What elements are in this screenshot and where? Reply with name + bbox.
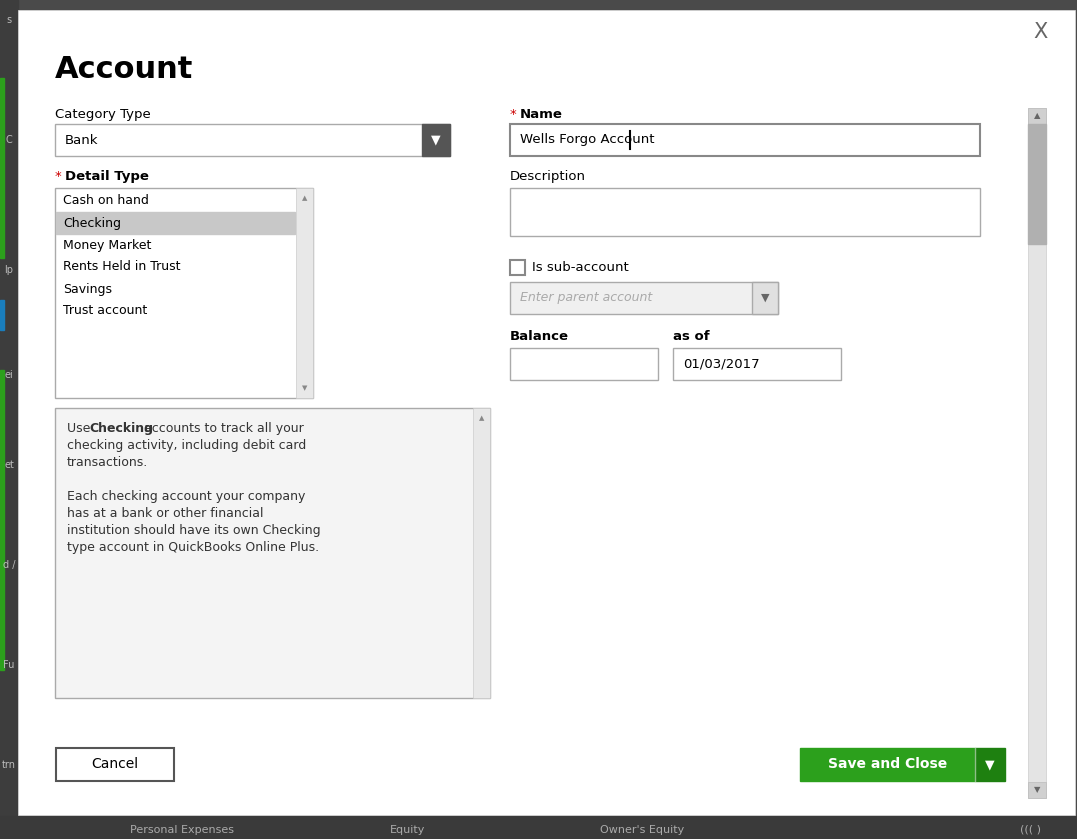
Text: Savings: Savings bbox=[62, 283, 112, 295]
Text: ▼: ▼ bbox=[302, 385, 307, 391]
Text: Use: Use bbox=[67, 422, 95, 435]
Text: s: s bbox=[6, 15, 12, 25]
Bar bbox=[752, 282, 778, 314]
Text: Description: Description bbox=[510, 170, 586, 183]
Text: Money Market: Money Market bbox=[62, 238, 152, 252]
Text: ▼: ▼ bbox=[760, 293, 769, 303]
Text: Fu: Fu bbox=[3, 660, 15, 670]
Bar bbox=[422, 124, 450, 156]
Text: Checking: Checking bbox=[89, 422, 153, 435]
Text: Wells Forgo Account: Wells Forgo Account bbox=[520, 133, 655, 147]
Text: Personal Expenses: Personal Expenses bbox=[130, 825, 234, 835]
Bar bbox=[0, 816, 1077, 839]
Text: Each checking account your company: Each checking account your company bbox=[67, 490, 306, 503]
Bar bbox=[510, 282, 778, 314]
Text: ▼: ▼ bbox=[431, 133, 440, 147]
Bar bbox=[510, 260, 524, 275]
Text: checking activity, including debit card: checking activity, including debit card bbox=[67, 439, 306, 452]
Text: *: * bbox=[510, 108, 521, 121]
Text: ((( ): ((( ) bbox=[1020, 825, 1041, 835]
Bar bbox=[510, 124, 980, 156]
Text: Name: Name bbox=[520, 108, 563, 121]
Text: ▼: ▼ bbox=[985, 758, 995, 771]
Text: Checking: Checking bbox=[62, 216, 121, 230]
Text: d /: d / bbox=[3, 560, 15, 570]
Text: Is sub-account: Is sub-account bbox=[532, 261, 629, 274]
Bar bbox=[800, 748, 975, 781]
Bar bbox=[55, 188, 313, 398]
Text: Cancel: Cancel bbox=[92, 758, 139, 772]
Text: *: * bbox=[55, 170, 66, 183]
Bar bbox=[673, 348, 841, 380]
Text: has at a bank or other financial: has at a bank or other financial bbox=[67, 507, 264, 520]
Text: institution should have its own Checking: institution should have its own Checking bbox=[67, 524, 321, 537]
Text: Trust account: Trust account bbox=[62, 305, 148, 317]
Text: Equity: Equity bbox=[390, 825, 425, 835]
Text: X: X bbox=[1033, 22, 1047, 42]
Text: type account in QuickBooks Online Plus.: type account in QuickBooks Online Plus. bbox=[67, 541, 319, 554]
Text: Save and Close: Save and Close bbox=[828, 758, 947, 772]
Bar bbox=[296, 188, 313, 398]
Text: accounts to track all your: accounts to track all your bbox=[140, 422, 304, 435]
Bar bbox=[510, 188, 980, 236]
Bar bbox=[0, 78, 4, 258]
Bar bbox=[1029, 108, 1046, 798]
Text: Balance: Balance bbox=[510, 330, 569, 343]
Bar bbox=[975, 748, 1005, 781]
Bar bbox=[56, 748, 174, 781]
Text: Detail Type: Detail Type bbox=[65, 170, 149, 183]
Text: as of: as of bbox=[673, 330, 710, 343]
Bar bbox=[510, 348, 658, 380]
Text: C: C bbox=[5, 135, 12, 145]
Text: ▲: ▲ bbox=[1034, 112, 1040, 121]
Bar bbox=[56, 212, 295, 234]
Bar bbox=[0, 300, 4, 330]
Text: Account: Account bbox=[55, 55, 194, 84]
Text: Category Type: Category Type bbox=[55, 108, 151, 121]
Bar bbox=[1029, 108, 1046, 124]
Bar bbox=[55, 408, 490, 698]
Text: transactions.: transactions. bbox=[67, 456, 149, 469]
Bar bbox=[473, 408, 490, 698]
Text: Rents Held in Trust: Rents Held in Trust bbox=[62, 260, 181, 274]
Text: Bank: Bank bbox=[65, 133, 98, 147]
Bar bbox=[1029, 124, 1046, 244]
Text: 01/03/2017: 01/03/2017 bbox=[683, 357, 759, 371]
Text: ▲: ▲ bbox=[479, 415, 485, 421]
Text: ▲: ▲ bbox=[302, 195, 307, 201]
Text: Owner's Equity: Owner's Equity bbox=[600, 825, 684, 835]
Text: ▼: ▼ bbox=[1034, 785, 1040, 795]
Text: lp: lp bbox=[4, 265, 14, 275]
Bar bbox=[55, 124, 450, 156]
Text: et: et bbox=[4, 460, 14, 470]
Text: Cash on hand: Cash on hand bbox=[62, 195, 149, 207]
Text: Enter parent account: Enter parent account bbox=[520, 291, 653, 305]
Bar bbox=[1029, 782, 1046, 798]
Bar bbox=[0, 0, 18, 839]
Text: trn: trn bbox=[2, 760, 16, 770]
Text: ei: ei bbox=[4, 370, 13, 380]
Bar bbox=[0, 370, 4, 670]
